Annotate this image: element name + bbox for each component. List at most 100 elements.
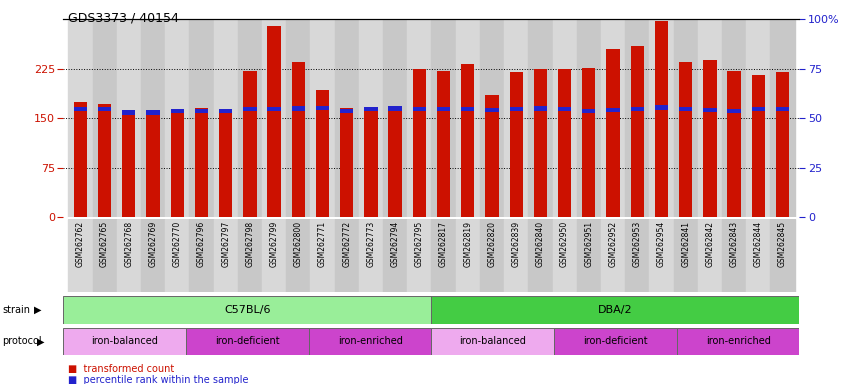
Bar — [262, 219, 286, 292]
Bar — [480, 219, 504, 292]
Text: GSM262953: GSM262953 — [633, 221, 642, 267]
Text: GSM262954: GSM262954 — [657, 221, 666, 267]
Bar — [165, 19, 190, 217]
Text: GSM262845: GSM262845 — [778, 221, 787, 267]
Bar — [703, 60, 717, 217]
Bar — [437, 71, 450, 217]
Bar — [92, 219, 117, 292]
Text: GSM262770: GSM262770 — [173, 221, 182, 267]
Bar — [698, 219, 722, 292]
Text: GSM262797: GSM262797 — [221, 221, 230, 267]
Bar — [698, 19, 722, 217]
Bar — [577, 219, 601, 292]
Bar — [722, 19, 746, 217]
Bar — [267, 26, 281, 217]
Text: GSM262840: GSM262840 — [536, 221, 545, 267]
Bar — [601, 19, 625, 217]
Bar — [195, 108, 208, 217]
Bar — [528, 19, 552, 217]
Bar — [267, 107, 281, 111]
Bar — [461, 64, 475, 217]
Bar — [776, 107, 789, 111]
Bar — [238, 19, 262, 217]
Bar — [751, 107, 765, 111]
Bar — [534, 106, 547, 111]
Bar — [92, 19, 117, 217]
Bar — [558, 107, 571, 111]
Bar — [504, 19, 528, 217]
Bar — [316, 90, 329, 217]
Bar — [243, 71, 256, 217]
Bar — [219, 109, 233, 217]
Bar — [437, 107, 450, 111]
Bar — [69, 19, 92, 217]
Text: C57BL/6: C57BL/6 — [224, 305, 271, 315]
Text: GSM262820: GSM262820 — [487, 221, 497, 267]
Bar — [262, 19, 286, 217]
Text: iron-deficient: iron-deficient — [215, 336, 280, 346]
Bar — [383, 19, 407, 217]
Bar — [141, 19, 165, 217]
Bar — [286, 219, 310, 292]
Bar — [335, 219, 359, 292]
Bar — [771, 219, 794, 292]
Bar — [577, 19, 601, 217]
Bar — [74, 102, 87, 217]
Bar — [141, 219, 165, 292]
Text: GSM262843: GSM262843 — [729, 221, 739, 267]
Bar — [292, 106, 305, 111]
Text: GSM262952: GSM262952 — [608, 221, 618, 267]
Text: GSM262844: GSM262844 — [754, 221, 763, 267]
Bar — [122, 110, 135, 115]
Bar — [650, 19, 673, 217]
Text: ▶: ▶ — [34, 305, 41, 315]
Bar — [456, 219, 480, 292]
Bar — [286, 19, 310, 217]
Bar — [98, 104, 112, 217]
Bar — [190, 219, 213, 292]
Bar — [776, 72, 789, 217]
Text: iron-enriched: iron-enriched — [338, 336, 403, 346]
Bar — [98, 107, 112, 111]
Bar — [195, 109, 208, 113]
Bar — [431, 328, 554, 355]
Bar — [703, 108, 717, 112]
Bar — [310, 19, 335, 217]
Bar — [365, 109, 377, 217]
Bar — [292, 62, 305, 217]
Bar — [728, 109, 741, 113]
Bar — [431, 19, 456, 217]
Bar — [630, 46, 644, 217]
Bar — [554, 328, 677, 355]
Text: ■  transformed count: ■ transformed count — [68, 364, 174, 374]
Bar — [335, 19, 359, 217]
Bar — [673, 219, 698, 292]
Bar — [746, 19, 771, 217]
Bar — [607, 49, 620, 217]
Text: GSM262841: GSM262841 — [681, 221, 690, 267]
Text: ■  percentile rank within the sample: ■ percentile rank within the sample — [68, 375, 248, 384]
Bar — [238, 219, 262, 292]
Text: GSM262842: GSM262842 — [706, 221, 714, 267]
Text: GSM262798: GSM262798 — [245, 221, 255, 267]
Bar — [359, 219, 383, 292]
Bar — [558, 69, 571, 217]
Bar — [722, 219, 746, 292]
Bar — [340, 108, 354, 217]
Bar — [171, 109, 184, 113]
Bar — [673, 19, 698, 217]
Text: GSM262765: GSM262765 — [100, 221, 109, 267]
Bar — [190, 19, 213, 217]
Bar — [552, 19, 577, 217]
Bar — [165, 219, 190, 292]
Text: GSM262800: GSM262800 — [294, 221, 303, 267]
Bar — [625, 19, 650, 217]
Bar — [413, 69, 426, 217]
Bar — [359, 19, 383, 217]
Text: GDS3373 / 40154: GDS3373 / 40154 — [68, 12, 179, 25]
Text: strain: strain — [3, 305, 30, 315]
Bar — [509, 107, 523, 111]
Bar — [413, 107, 426, 111]
Text: GSM262773: GSM262773 — [366, 221, 376, 267]
Bar — [486, 108, 498, 112]
